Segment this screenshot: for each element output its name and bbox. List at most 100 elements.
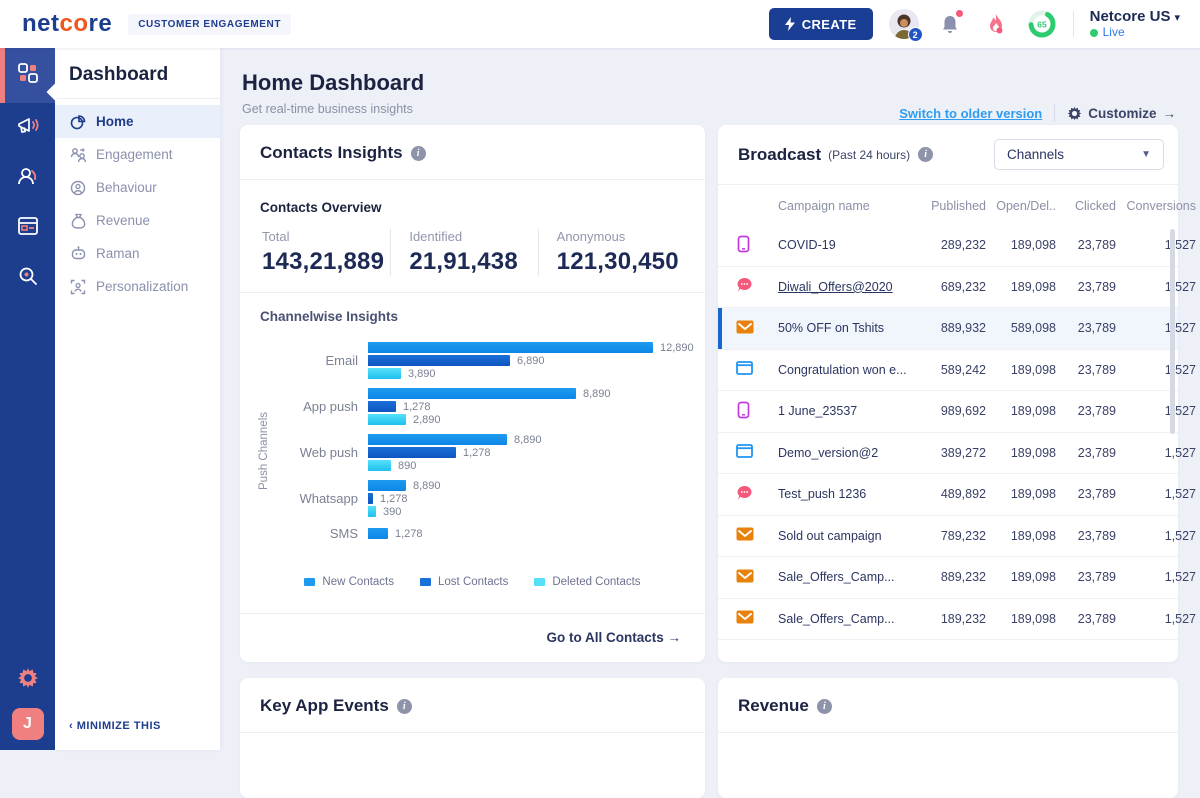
sidebar-item-personalization[interactable]: Personalization (55, 270, 220, 303)
user-initial-avatar[interactable]: J (12, 708, 44, 740)
info-icon[interactable]: i (411, 146, 426, 161)
chevron-down-icon: ▾ (1174, 12, 1180, 24)
customize-button[interactable]: Customize → (1067, 106, 1176, 121)
web-push-icon (736, 444, 778, 461)
campaign-name-link[interactable]: Sale_Offers_Camp... (778, 612, 916, 626)
cell-open: 189,098 (986, 570, 1056, 584)
info-icon[interactable]: i (397, 699, 412, 714)
minimize-sidebar-button[interactable]: ‹ MINIMIZE THIS (69, 720, 161, 732)
switch-version-link[interactable]: Switch to older version (899, 106, 1042, 121)
campaign-name-link[interactable]: Demo_version@2 (778, 446, 916, 460)
sidebar-item-label: Personalization (96, 279, 188, 294)
product-badge: CUSTOMER ENGAGEMENT (128, 14, 291, 35)
create-button[interactable]: CREATE (769, 8, 873, 40)
raman-icon (69, 246, 87, 261)
cell-open: 189,098 (986, 529, 1056, 543)
campaign-name-link[interactable]: Sale_Offers_Camp... (778, 570, 916, 584)
bar-new-contacts (368, 528, 388, 539)
notifications-button[interactable] (935, 9, 965, 39)
dashboard-grid-icon (17, 62, 39, 89)
scrollbar[interactable] (1170, 229, 1175, 434)
sms-icon (736, 485, 778, 504)
sidebar-item-home[interactable]: Home (55, 105, 220, 138)
legend-new-contacts: New Contacts (304, 576, 394, 588)
campaign-name-link[interactable]: 1 June_23537 (778, 404, 916, 418)
campaign-name-link[interactable]: COVID-19 (778, 238, 916, 252)
campaign-name-link[interactable]: Sold out campaign (778, 529, 916, 543)
broadcast-card: Broadcast (Past 24 hours) i Channels ▼ C… (718, 125, 1178, 662)
status-badge: Live (1103, 26, 1125, 40)
stat-label: Anonymous (557, 229, 685, 244)
settings-gear-icon[interactable] (17, 667, 39, 694)
campaign-name-link[interactable]: Test_push 1236 (778, 487, 916, 501)
bar-value-label: 8,890 (514, 434, 542, 446)
info-icon[interactable]: i (918, 147, 933, 162)
info-icon[interactable]: i (817, 699, 832, 714)
chart-category-label: App push (280, 399, 368, 414)
sidebar-rail: J (0, 48, 55, 750)
rail-item-megaphone[interactable] (0, 103, 55, 153)
gear-icon (1067, 106, 1082, 121)
health-score-button[interactable]: 65 (1027, 9, 1057, 39)
sidebar-item-label: Engagement (96, 147, 173, 162)
email-icon (736, 569, 778, 586)
sidebar-item-engagement[interactable]: Engagement (55, 138, 220, 171)
search-icon (17, 265, 39, 292)
column-header-conversions: Conversions (1116, 199, 1196, 213)
channels-dropdown[interactable]: Channels ▼ (994, 139, 1164, 170)
rail-item-window[interactable] (0, 203, 55, 253)
sidebar-item-behaviour[interactable]: Behaviour (55, 171, 220, 204)
cell-clicked: 23,789 (1056, 446, 1116, 460)
user-avatar[interactable]: 2 (889, 9, 919, 39)
cell-open: 189,098 (986, 238, 1056, 252)
window-icon (17, 216, 39, 241)
sidebar-item-revenue[interactable]: Revenue (55, 204, 220, 237)
stat-value: 21,91,438 (409, 248, 537, 276)
go-to-all-contacts-link[interactable]: Go to All Contacts → (546, 630, 681, 645)
streak-button[interactable] (981, 9, 1011, 39)
cell-clicked: 23,789 (1056, 238, 1116, 252)
bar-new-contacts (368, 434, 507, 445)
campaign-name-link[interactable]: 50% OFF on Tshits (778, 321, 916, 335)
sidebar-item-raman[interactable]: Raman (55, 237, 220, 270)
bar-new-contacts (368, 388, 576, 399)
bar-lost-contacts (368, 447, 456, 458)
bar-deleted-contacts (368, 414, 406, 425)
chart-category-label: Web push (280, 445, 368, 460)
netcore-logo[interactable]: netcore (22, 10, 112, 38)
avatar-count-badge: 2 (908, 27, 923, 42)
bar-lost-contacts (368, 355, 510, 366)
cell-published: 889,232 (916, 570, 986, 584)
chevron-down-icon: ▼ (1141, 149, 1151, 160)
cell-published: 489,892 (916, 487, 986, 501)
mobile-push-icon (736, 235, 778, 256)
account-switcher[interactable]: Netcore US▾ Live (1090, 8, 1180, 40)
column-header-campaign-name: Campaign name (778, 199, 916, 213)
bar-value-label: 1,278 (463, 447, 491, 459)
stat-value: 143,21,889 (262, 248, 390, 276)
rail-item-contacts[interactable] (0, 153, 55, 203)
cell-clicked: 23,789 (1056, 529, 1116, 543)
bar-value-label: 1,278 (380, 493, 408, 505)
rail-item-dashboard-grid[interactable] (0, 48, 55, 103)
rail-item-search[interactable] (0, 253, 55, 303)
campaign-name-link[interactable]: Congratulation won e... (778, 363, 916, 377)
top-navbar: netcore CUSTOMER ENGAGEMENT CREATE 2 65 (0, 0, 1200, 48)
bar-deleted-contacts (368, 460, 391, 471)
cell-published: 389,272 (916, 446, 986, 460)
campaign-name-link[interactable]: Diwali_Offers@2020 (778, 280, 916, 294)
